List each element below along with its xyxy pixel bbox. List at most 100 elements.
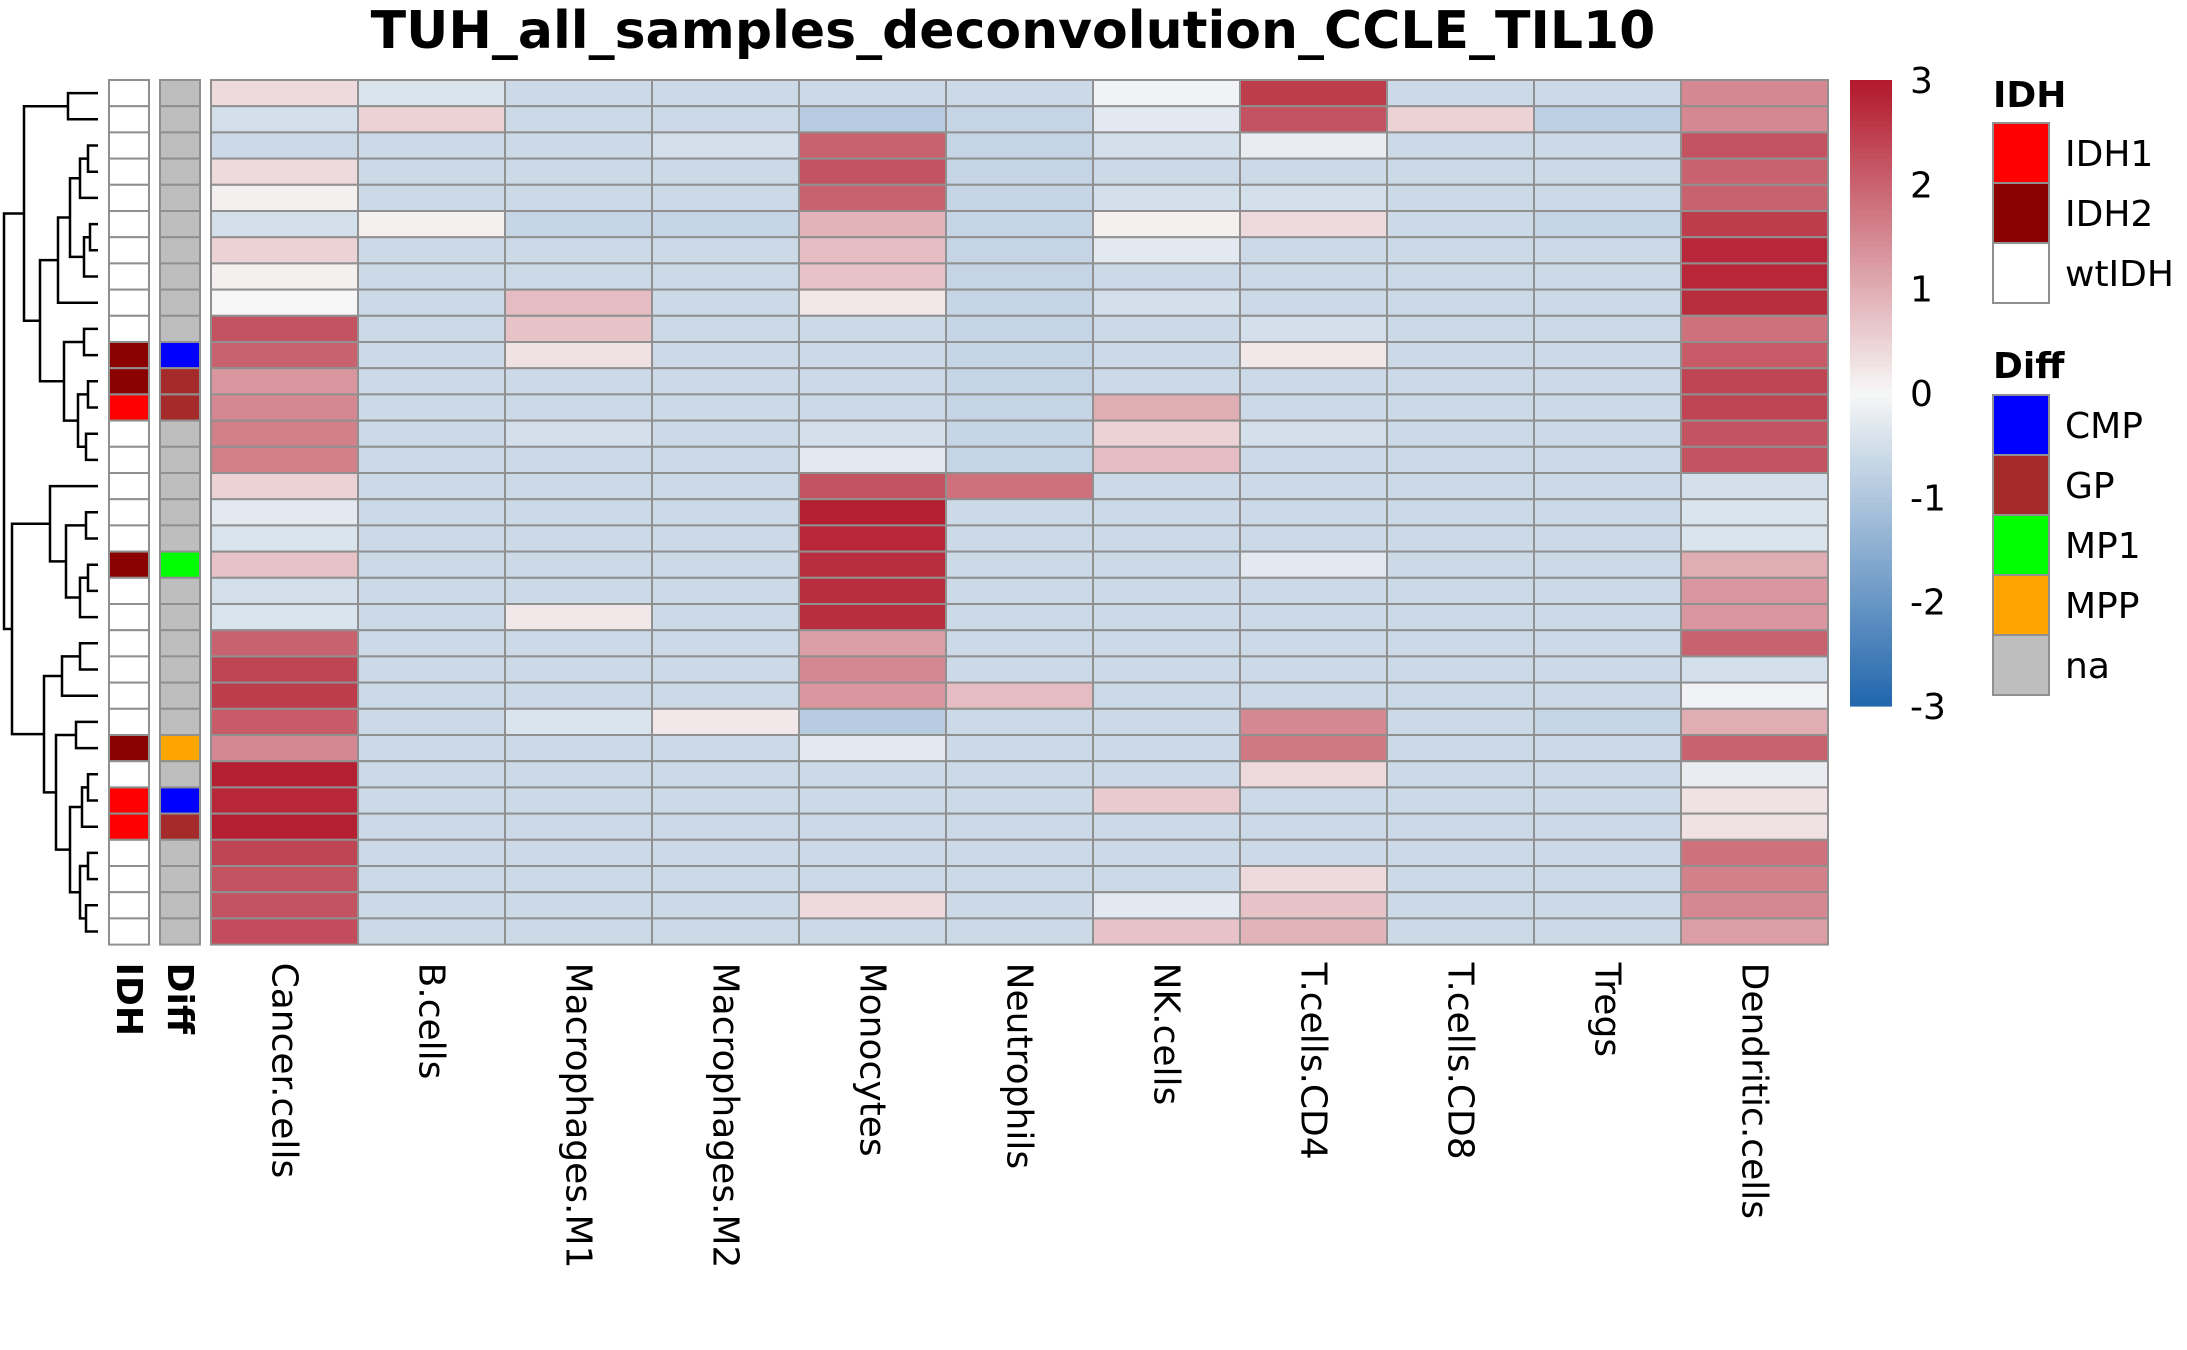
heatmap-cell [1386,629,1535,658]
color-scale-segment [1850,257,1892,264]
heatmap-cell [357,707,506,736]
dendrogram-branch [86,144,98,173]
heatmap-cell [1092,865,1241,894]
heatmap-cell [1680,603,1829,632]
annotation-cell [108,734,150,763]
heatmap-cell [504,183,653,213]
color-scale-segment [1850,502,1892,509]
heatmap-cell [1239,236,1388,265]
color-scale-segment [1850,85,1892,92]
color-scale-segment [1850,497,1892,504]
heatmap-cell [1680,576,1829,605]
heatmap-cell [651,550,800,579]
heatmap-cell [651,472,800,501]
heatmap-cell [504,288,653,317]
color-scale-segment [1850,132,1892,138]
color-scale-tick-label: -3 [1910,687,1946,728]
heatmap-cell [1239,524,1388,553]
color-scale-segment [1850,351,1892,358]
color-scale-segment [1850,283,1892,290]
annotation-cell [159,655,201,684]
heatmap-cell [945,419,1094,448]
heatmap-cell [1680,707,1829,736]
heatmap-cell [1533,891,1682,920]
dendrogram-branch [68,177,84,259]
heatmap-cell [651,105,800,134]
heatmap-cell [1680,131,1829,160]
heatmap-cell [504,498,653,527]
color-scale-segment [1850,278,1892,285]
heatmap-cell [651,210,800,239]
dendrogram-branch [62,340,84,422]
heatmap-cell [1533,157,1682,186]
heatmap-cell [1680,236,1829,265]
color-scale-segment [1850,627,1892,634]
column-label: NK.cells [1146,963,1187,1106]
heatmap-cell [1680,314,1829,343]
heatmap-cell [504,760,653,789]
color-scale-segment [1850,424,1892,431]
annotation-cell [159,79,201,108]
heatmap-cell [504,210,653,239]
annotation-cell [108,550,150,579]
heatmap-cell [945,891,1094,920]
color-scale-segment [1850,205,1892,212]
annotation-cell [108,865,150,894]
heatmap-cell [1533,419,1682,448]
heatmap-cell [1386,157,1535,186]
color-scale-segment [1850,158,1892,165]
heatmap-cell [1239,812,1388,841]
heatmap-cell [1092,210,1241,239]
heatmap-cell [1092,105,1241,134]
color-scale-segment [1850,288,1892,295]
legend-label: IDH2 [2065,194,2153,235]
heatmap-cell [1680,550,1829,579]
heatmap-cell [1680,393,1829,422]
annotation-cell [159,760,201,789]
heatmap-cell [651,576,800,605]
heatmap-cell [1680,262,1829,291]
annotation-cell [159,419,201,448]
annotation-cell [108,262,150,291]
heatmap-cell [945,576,1094,605]
dendrogram-branch [84,511,98,540]
color-scale-segment [1850,246,1892,253]
annotation-cell [159,288,201,317]
color-scale-legend: 3 2 1 0 -1 -2 -3 [1850,61,1946,728]
heatmap-cell [1386,210,1535,239]
heatmap-cell [1092,891,1241,920]
heatmap-cell [945,262,1094,291]
heatmap-cell [210,576,359,605]
heatmap-cell [1239,603,1388,632]
heatmap-cell [357,576,506,605]
heatmap-cell [651,865,800,894]
color-scale-segment [1850,659,1892,665]
heatmap-cell [210,262,359,291]
heatmap-cell [210,812,359,841]
heatmap-cell [357,786,506,815]
heatmap-cell [1092,760,1241,789]
heatmap-cell [1092,603,1241,632]
heatmap-cell [1533,262,1682,291]
heatmap-cell [357,734,506,763]
heatmap-cell [651,786,800,815]
color-scale-segment [1850,168,1892,175]
annotation-cell [108,393,150,422]
heatmap-cell [1092,341,1241,370]
color-scale-segment [1850,648,1892,655]
heatmap-cell [357,445,506,474]
legend-label: IDH1 [2065,134,2153,175]
heatmap-cell [504,838,653,867]
color-scale-segment [1850,606,1892,613]
heatmap-cell [1092,472,1241,501]
heatmap-cell [1239,760,1388,789]
legend-label: na [2065,646,2110,687]
heatmap-cell [1386,236,1535,265]
heatmap-cell [357,760,506,789]
heatmap-cell [945,314,1094,343]
heatmap-cell [1680,419,1829,448]
heatmap-cell [798,865,947,894]
annotation-cell [108,314,150,343]
heatmap-cell [945,288,1094,317]
heatmap-cell [798,655,947,684]
